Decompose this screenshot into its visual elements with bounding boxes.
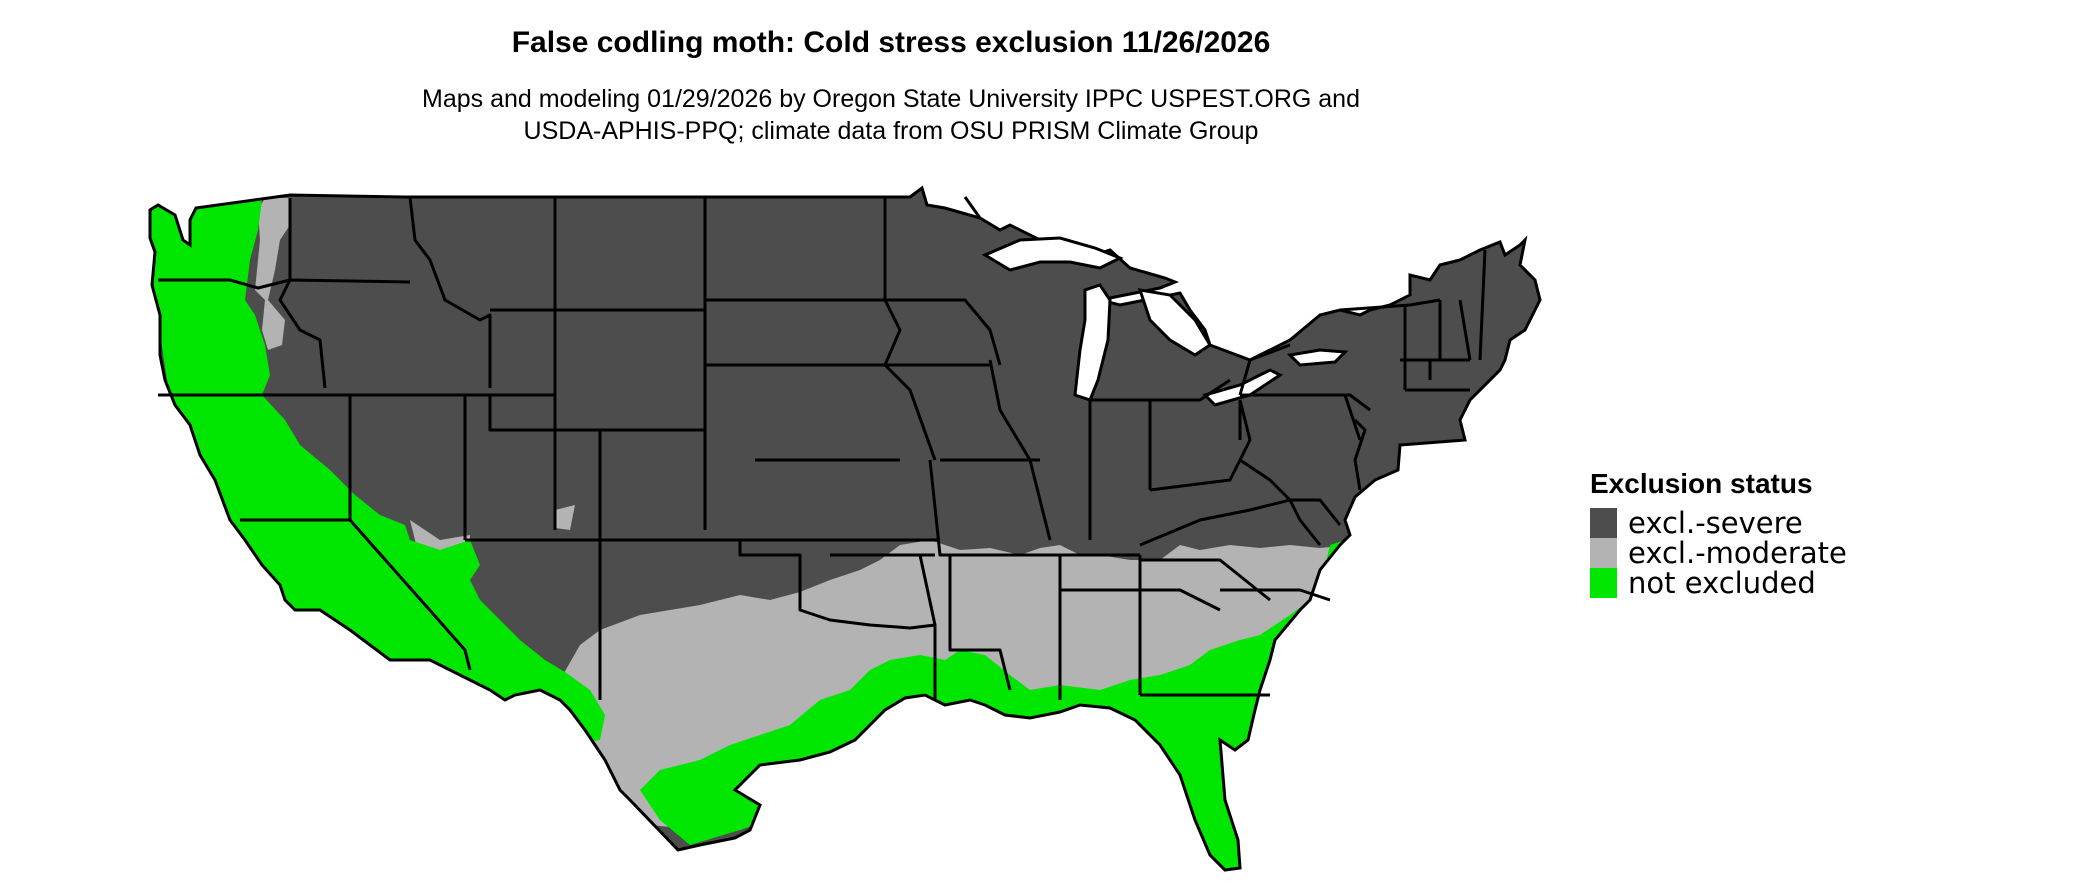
legend-item-moderate: excl.-moderate	[1590, 536, 1847, 570]
legend: Exclusion status excl.-severe excl.-mode…	[1590, 468, 1847, 600]
map-subtitle-line-2: USDA-APHIS-PPQ; climate data from OSU PR…	[523, 117, 1259, 145]
legend-item-severe: excl.-severe	[1590, 506, 1847, 540]
us-exclusion-map	[148, 186, 1542, 872]
region-not-excluded-west	[150, 200, 605, 745]
lake-michigan	[1073, 283, 1112, 402]
region-moderate-northwest	[255, 198, 290, 350]
lake-ontario	[1286, 348, 1349, 367]
legend-label-severe: excl.-severe	[1628, 506, 1803, 540]
lake-superior	[981, 236, 1124, 272]
region-moderate-utah-patch	[555, 505, 575, 530]
legend-label-moderate: excl.-moderate	[1628, 536, 1847, 570]
legend-swatch-not-excluded	[1590, 568, 1617, 598]
legend-swatch-moderate	[1590, 538, 1617, 568]
legend-swatch-severe	[1590, 508, 1617, 538]
map-title: False codling moth: Cold stress exclusio…	[511, 26, 1271, 59]
state-borders	[158, 196, 1487, 700]
legend-label-not-excluded: not excluded	[1628, 566, 1816, 600]
lake-huron	[1137, 288, 1213, 357]
great-lakes	[981, 236, 1349, 407]
legend-item-not-excluded: not excluded	[1590, 566, 1847, 600]
map-subtitle-line-1: Maps and modeling 01/29/2026 by Oregon S…	[422, 85, 1360, 113]
legend-title: Exclusion status	[1590, 468, 1813, 499]
